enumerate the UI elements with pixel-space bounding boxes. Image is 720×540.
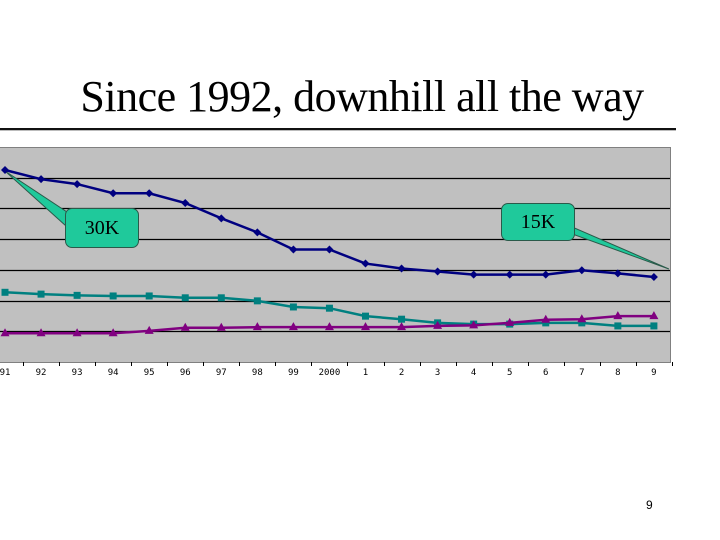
triangle-marker [144,325,154,334]
diamond-marker [505,270,514,279]
x-tick-label: 2000 [318,368,341,378]
triangle-marker [505,317,515,326]
square-marker [578,319,586,327]
square-marker [614,322,622,330]
diamond-marker [361,259,370,268]
square-marker [650,322,658,330]
x-axis-labels: 91 92 93 94 95 96 97 98 99 2000 1 2 3 4 5 6 7 8 9 [0,368,720,382]
x-tick-label: 2 [398,368,405,378]
diamond-marker [181,199,190,208]
callout-label: 30K [84,217,120,239]
callout-15k: 15K [501,203,575,241]
diamond-marker [109,189,118,198]
diamond-marker [613,269,622,278]
callout-30k: 30K [65,208,139,248]
x-tick-label: 5 [506,368,513,378]
diamond-marker [217,214,226,223]
triangle-marker [288,322,298,331]
triangle-marker [0,328,10,337]
x-tick-label: 93 [71,368,83,378]
diamond-marker [649,273,658,282]
x-tick-label: 8 [615,368,621,378]
diamond-marker [541,270,550,279]
square-marker [217,294,225,302]
x-tick-label: 3 [434,368,441,378]
diamond-marker [145,189,154,198]
x-tick-label: 91 [0,368,11,378]
x-tick-label: 94 [107,368,119,378]
square-marker [253,297,261,305]
diamond-marker [73,180,82,189]
square-marker [325,304,333,312]
triangle-marker [469,320,479,329]
square-marker [145,292,153,300]
triangle-marker [252,322,262,331]
triangle-marker [72,328,82,337]
x-tick-label: 95 [143,368,155,378]
square-marker [181,294,189,302]
square-marker [1,288,9,296]
triangle-marker [613,311,623,320]
diamond-marker [1,166,9,175]
triangle-marker [361,322,370,331]
x-tick-label: 6 [543,368,549,378]
x-tick-label: 92 [35,368,47,378]
diamond-marker [289,245,298,254]
diamond-marker [397,264,406,273]
square-marker [289,303,297,311]
diamond-marker [577,266,586,275]
x-tick-label: 7 [579,368,585,378]
triangle-marker [541,314,551,323]
x-tick-label: 98 [251,368,263,378]
callout-15k-pointer [568,224,670,270]
diamond-marker [433,267,442,276]
diamond-marker [469,270,478,279]
title-divider-shadow [0,130,676,131]
square-marker [362,312,369,320]
square-marker [37,290,45,298]
triangle-marker [577,314,587,323]
triangle-marker [433,320,443,329]
slide-title: Since 1992, downhill all the way [80,72,644,121]
callout-label: 15K [520,211,556,233]
diamond-marker [325,245,334,254]
square-marker [542,319,550,327]
triangle-marker [216,322,226,331]
triangle-marker [649,311,659,320]
x-tick-label: 97 [215,368,227,378]
x-tick-label: 96 [179,368,191,378]
triangle-marker [397,322,407,331]
x-tick-label: 9 [651,368,657,378]
title-divider [0,128,676,130]
triangle-marker [180,322,190,331]
x-tick-label: 1 [362,368,369,378]
page-number: 9 [646,498,653,512]
diamond-marker [37,175,46,184]
triangle-marker [108,328,118,337]
square-marker [73,291,81,299]
triangle-marker [36,328,46,337]
x-tick-label: 99 [287,368,299,378]
square-marker [398,315,406,323]
square-marker [109,292,117,300]
x-tick-label: 4 [470,368,477,378]
diamond-marker [253,228,262,237]
triangle-marker [324,322,334,331]
